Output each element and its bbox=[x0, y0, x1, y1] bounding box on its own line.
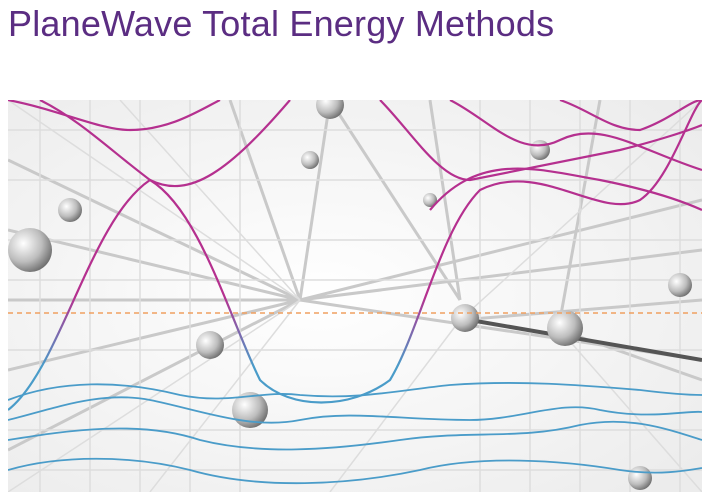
page-title: PlaneWave Total Energy Methods bbox=[8, 3, 555, 44]
lattice bbox=[8, 100, 702, 492]
atoms bbox=[8, 100, 692, 490]
image-background bbox=[8, 100, 702, 492]
band-curves bbox=[8, 100, 702, 485]
hero-image bbox=[8, 100, 702, 492]
